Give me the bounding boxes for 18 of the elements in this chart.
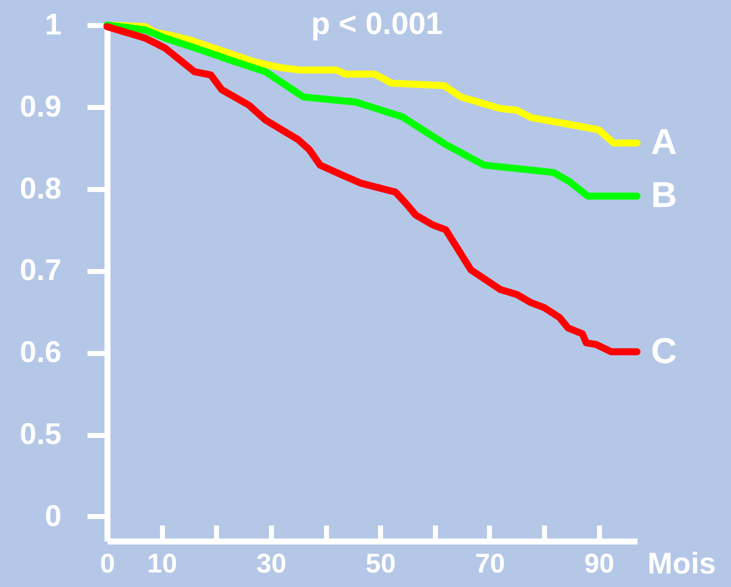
x-tick-label: 70: [474, 548, 505, 578]
series-label: A: [651, 120, 677, 162]
x-tick-label: 10: [147, 548, 178, 578]
y-tick-label: 1: [44, 8, 62, 42]
x-tick-label: 30: [256, 548, 286, 578]
y-tick-label: 0.9: [20, 90, 62, 124]
y-tick-label: 0: [44, 500, 62, 533]
x-tick-label: 90: [584, 548, 614, 578]
annotation: p < 0.001: [311, 6, 443, 41]
y-tick-label: 0.7: [20, 254, 62, 288]
series-label: C: [651, 330, 677, 371]
x-tick-label: 0: [100, 548, 116, 578]
x-axis-title: Mois: [648, 548, 716, 580]
y-tick-label: 0.5: [20, 418, 62, 452]
series-label: B: [651, 174, 677, 216]
y-tick-label: 0.8: [20, 172, 62, 206]
x-tick-label: 50: [366, 548, 396, 578]
y-tick-label: 0.6: [20, 336, 62, 370]
